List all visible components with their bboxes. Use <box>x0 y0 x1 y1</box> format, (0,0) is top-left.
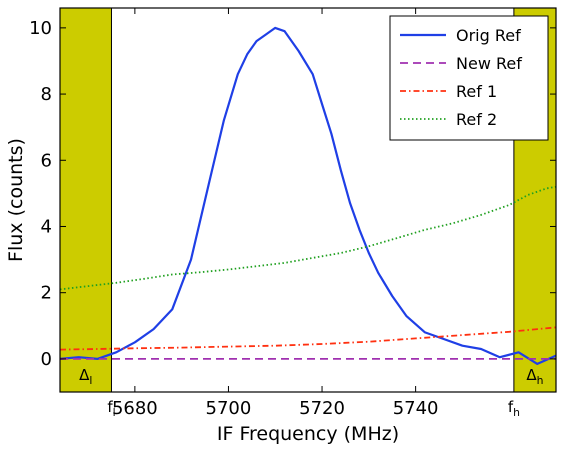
series-line-1 <box>59 26 557 365</box>
y-tick-label: 6 <box>41 150 52 171</box>
series-line-4 <box>59 185 557 291</box>
x-tick-label: 5720 <box>299 398 345 419</box>
legend-label-3: Ref 1 <box>456 82 497 101</box>
legend-label-2: New Ref <box>456 54 522 73</box>
marker-label-2: fh <box>508 398 520 419</box>
y-tick-label: 4 <box>41 216 52 237</box>
x-tick-label: 5740 <box>393 398 439 419</box>
x-tick-label: 5680 <box>112 398 158 419</box>
y-axis-title: Flux (counts) <box>5 138 27 262</box>
y-tick-label: 2 <box>41 283 52 304</box>
y-tick-label: 8 <box>41 84 52 105</box>
series-lines <box>59 26 557 365</box>
marker-label-1: fl <box>107 398 115 419</box>
plot-frame <box>59 7 557 393</box>
band-region-1 <box>59 7 112 393</box>
legend-label-1: Orig Ref <box>456 26 521 45</box>
legend-label-4: Ref 2 <box>456 110 497 129</box>
frequency-markers: fl fh <box>107 398 520 419</box>
band-label-2: Δh <box>526 366 543 387</box>
band-label-1: Δl <box>79 366 92 387</box>
axis-ticks: 5680 5700 5720 5740 0 2 4 6 8 10 <box>29 8 556 419</box>
legend: Orig Ref New Ref Ref 1 Ref 2 <box>389 15 549 141</box>
x-axis-title: IF Frequency (MHz) <box>217 423 399 445</box>
series-line-3 <box>59 326 557 351</box>
x-tick-label: 5700 <box>206 398 252 419</box>
y-tick-label: 10 <box>29 18 52 39</box>
y-tick-label: 0 <box>41 349 52 370</box>
